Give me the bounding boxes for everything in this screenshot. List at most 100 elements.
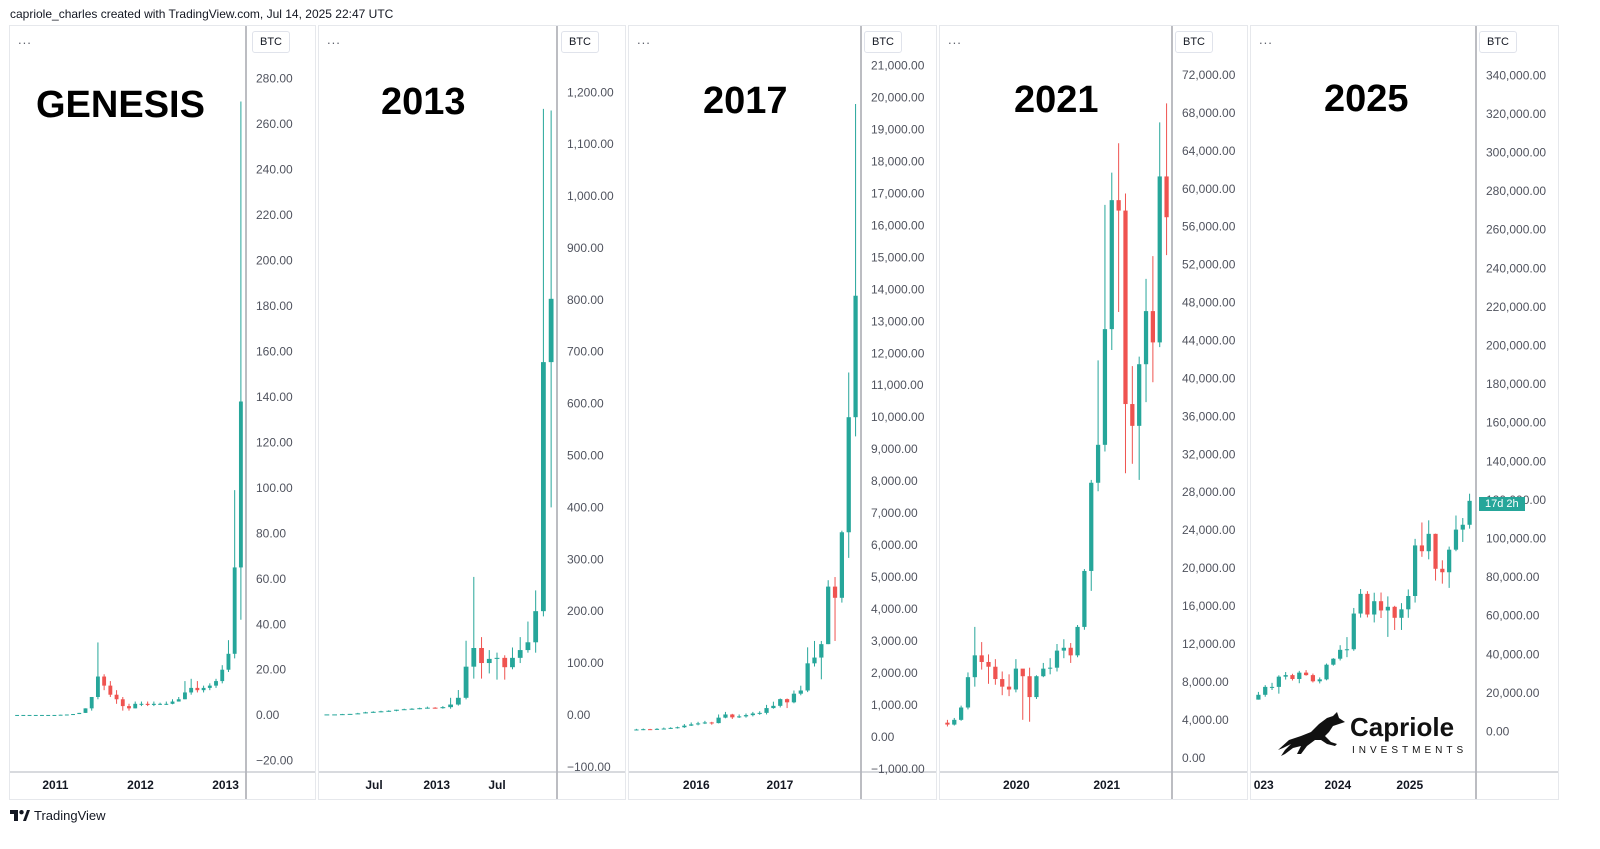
y-tick-label: 9,000.00 [871,442,918,456]
y-tick-label: 120.00 [256,435,293,449]
candle [108,681,113,697]
candle [232,490,237,659]
y-tick-label: 5,000.00 [871,570,918,584]
candle [502,655,508,680]
candle [1130,366,1135,464]
y-tick-label: 300,000.00 [1486,145,1546,159]
candle [89,696,94,711]
y-tick-label: 400.00 [567,500,604,514]
y-tick-label: 200.00 [256,254,293,268]
tradingview-logo-icon [10,810,30,821]
chart-svg: −20.00 0.00 20.00 40.00 60.00 80.00 100.00 120.… [10,26,315,799]
bar-countdown-badge: 17d 2h [1479,496,1525,511]
candle [986,654,991,684]
candle [189,678,194,695]
candle [1338,645,1343,661]
candle [1256,691,1261,700]
candle [675,726,680,729]
x-tick-label: 2021 [1093,778,1120,792]
candle [226,640,231,672]
y-tick-label: 19,000.00 [871,123,925,137]
y-tick-label: 20,000.00 [871,91,925,105]
candle [158,702,163,705]
candle [1303,670,1309,676]
y-tick-label: 16,000.00 [1182,599,1236,613]
y-tick-label: 21,000.00 [871,59,925,73]
y-tick-label: 160,000.00 [1486,416,1546,430]
candle [1385,596,1390,637]
y-tick-label: 3,000.00 [871,634,918,648]
candle [972,626,977,687]
y-tick-label: 260.00 [256,117,293,131]
y-tick-label: 320,000.00 [1486,107,1546,121]
chart-panel-genesis: −20.00 0.00 20.00 40.00 60.00 80.00 100.00 120.… [9,25,316,800]
candle [525,621,531,653]
candle [812,640,817,667]
y-tick-label: 0.00 [256,708,280,722]
menu-dots[interactable]: ... [637,32,651,47]
y-tick-label: 700.00 [567,345,604,359]
candle [541,108,546,617]
currency-label[interactable]: BTC [864,31,902,53]
currency-label[interactable]: BTC [252,31,290,53]
candle [176,696,181,702]
y-tick-label: 68,000.00 [1182,106,1236,120]
y-tick-label: 48,000.00 [1182,296,1236,310]
y-tick-label: −1,000.00 [871,762,925,776]
candle [826,580,831,645]
currency-label[interactable]: BTC [1479,31,1517,53]
y-tick-label: 60,000.00 [1486,609,1540,623]
candle [1054,643,1060,672]
y-tick-label: 0.00 [1486,724,1510,738]
candle [798,685,803,696]
menu-dots[interactable]: ... [327,32,341,47]
y-tick-label: 800.00 [567,293,604,307]
candle [417,707,423,710]
chart-panel-2017: −1,000.00 0.00 1,000.00 2,000.00 3,000.00 4,0… [628,25,937,800]
y-tick-label: 100.00 [256,481,293,495]
x-tick-label: 2025 [1396,778,1423,792]
y-tick-label: 180,000.00 [1486,377,1546,391]
currency-label[interactable]: BTC [1175,31,1213,53]
candle [170,699,175,705]
candle [654,728,660,730]
menu-dots[interactable]: ... [1259,32,1273,47]
candle [819,640,824,680]
y-tick-label: 12,000.00 [1182,637,1236,651]
y-tick-label: 12,000.00 [871,346,925,360]
menu-dots[interactable]: ... [948,32,962,47]
y-tick-label: 140.00 [256,390,293,404]
era-title: 2017 [703,80,788,122]
y-tick-label: 14,000.00 [871,282,925,296]
candle [784,698,790,709]
candle [965,672,971,710]
chart-svg: −1,000.00 0.00 1,000.00 2,000.00 3,000.00 4,0… [629,26,936,799]
candle [1048,658,1053,675]
candle [64,714,69,716]
candle [993,659,998,685]
chart-panel-2013: −100.00 0.00 100.00 200.00 300.00 400.00 500.0… [318,25,626,800]
candle [682,724,687,728]
candle [853,103,858,437]
candle [750,711,755,717]
candle [120,696,125,711]
currency-label[interactable]: BTC [561,31,599,53]
candle [517,637,523,664]
candle [1419,522,1425,557]
y-tick-label: 56,000.00 [1182,220,1236,234]
y-tick-label: 140,000.00 [1486,454,1546,468]
y-tick-label: 7,000.00 [871,506,918,520]
candle [83,708,88,713]
menu-dots[interactable]: ... [18,32,32,47]
y-tick-label: 18,000.00 [871,154,925,168]
era-title: 2013 [381,81,466,123]
y-tick-label: 40,000.00 [1486,647,1540,661]
x-tick-label: 2013 [423,778,450,792]
candle [952,717,957,726]
candle [1082,569,1087,630]
y-tick-label: 8,000.00 [871,474,918,488]
candle [401,708,407,711]
candle [1263,685,1268,697]
y-tick-label: 15,000.00 [871,250,925,264]
candle [52,714,57,716]
